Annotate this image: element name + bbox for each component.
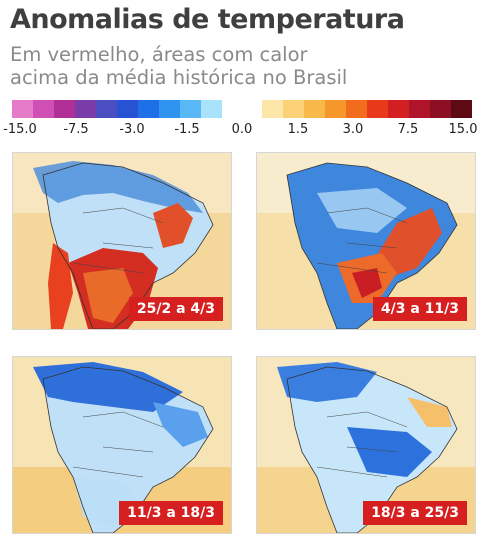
legend-swatch [262, 100, 283, 118]
color-legend: -15.0 -7.5 -3.0 -1.5 0.0 1.5 3.0 7.5 15.… [0, 100, 484, 140]
legend-swatch [180, 100, 201, 118]
legend-swatch [54, 100, 75, 118]
legend-cold-scale [12, 100, 222, 118]
legend-swatch [201, 100, 222, 118]
map-panel-1: 25/2 a 4/3 [12, 152, 232, 330]
legend-swatch [430, 100, 451, 118]
period-label-3: 11/3 a 18/3 [119, 501, 223, 525]
anomaly-map-1 [13, 153, 231, 329]
legend-swatch [75, 100, 96, 118]
page-title: Anomalias de temperatura [10, 4, 405, 35]
subtitle-line-1: Em vermelho, áreas com calor [10, 43, 308, 66]
legend-swatch [33, 100, 54, 118]
legend-swatch [138, 100, 159, 118]
legend-swatch [12, 100, 33, 118]
legend-swatch [304, 100, 325, 118]
legend-swatch [96, 100, 117, 118]
legend-swatch [409, 100, 430, 118]
map-panel-3: 11/3 a 18/3 [12, 356, 232, 534]
legend-tick: -7.5 [63, 122, 89, 137]
legend-tick: 7.5 [397, 122, 419, 137]
period-label-1: 25/2 a 4/3 [128, 297, 223, 321]
legend-tick: 0.0 [231, 122, 253, 137]
period-label-4: 18/3 a 25/3 [363, 501, 467, 525]
map-panel-2: 4/3 a 11/3 [256, 152, 476, 330]
subtitle-line-2: acima da média histórica no Brasil [10, 66, 348, 89]
map-panel-4: 18/3 a 25/3 [256, 356, 476, 534]
legend-tick: 15.0 [448, 122, 478, 137]
legend-swatch [159, 100, 180, 118]
legend-swatch [117, 100, 138, 118]
legend-swatch [325, 100, 346, 118]
legend-tick: 1.5 [287, 122, 309, 137]
legend-warm-scale [262, 100, 472, 118]
legend-swatch [283, 100, 304, 118]
legend-tick: 3.0 [342, 122, 364, 137]
subtitle: Em vermelho, áreas com calor acima da mé… [10, 43, 480, 89]
legend-tick: -1.5 [174, 122, 200, 137]
legend-swatch [367, 100, 388, 118]
period-label-2: 4/3 a 11/3 [372, 297, 467, 321]
legend-swatch [388, 100, 409, 118]
legend-tick: -15.0 [3, 122, 37, 137]
legend-swatch [451, 100, 472, 118]
legend-tick: -3.0 [119, 122, 145, 137]
legend-swatch [346, 100, 367, 118]
